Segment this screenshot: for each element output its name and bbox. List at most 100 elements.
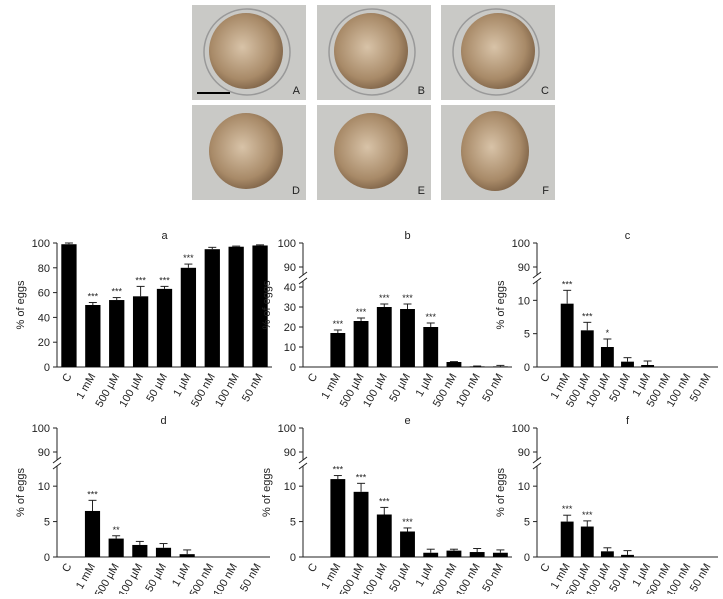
x-tick-label: 100 nM bbox=[211, 562, 240, 595]
significance: *** bbox=[333, 465, 344, 475]
significance: *** bbox=[183, 253, 194, 263]
x-tick-label: 50 µM bbox=[144, 372, 170, 405]
y-axis-label: % of eggs bbox=[15, 280, 27, 329]
x-tick-label: 1 mM bbox=[319, 372, 343, 402]
bar bbox=[600, 347, 614, 367]
x-tick-label: 100 µM bbox=[361, 562, 390, 595]
axis-break bbox=[298, 277, 308, 285]
bar bbox=[228, 246, 244, 367]
x-tick-label: 500 µM bbox=[338, 562, 367, 595]
x-tick-label: 1 mM bbox=[74, 562, 98, 592]
y-tick-label: 5 bbox=[524, 517, 530, 529]
bar bbox=[621, 361, 634, 367]
y-tick-label: 100 bbox=[278, 238, 296, 250]
y-tick-label: 0 bbox=[524, 552, 530, 564]
y-tick-label: 0 bbox=[290, 552, 296, 564]
bar bbox=[156, 288, 173, 367]
y-tick-label: 0 bbox=[44, 552, 50, 564]
significance: ** bbox=[113, 525, 121, 535]
y-tick-label: 100 bbox=[32, 238, 50, 250]
y-tick-label: 10 bbox=[284, 342, 296, 354]
x-tick-label: 1 mM bbox=[74, 372, 98, 402]
photo-label: A bbox=[293, 85, 301, 97]
significance: *** bbox=[333, 319, 344, 329]
bar bbox=[560, 521, 574, 557]
bar bbox=[61, 244, 77, 367]
significance: *** bbox=[379, 496, 390, 506]
bar bbox=[469, 552, 485, 557]
photo-label: B bbox=[418, 85, 425, 97]
bar bbox=[400, 309, 415, 367]
bar bbox=[180, 267, 197, 367]
x-tick-label: 1 mM bbox=[319, 562, 343, 592]
photo-label: F bbox=[542, 185, 549, 197]
y-tick-label: 0 bbox=[524, 362, 530, 374]
bar bbox=[252, 245, 268, 367]
axis-break bbox=[532, 462, 542, 470]
y-tick-label: 10 bbox=[284, 481, 296, 493]
y-axis-label: % of eggs bbox=[261, 280, 273, 329]
significance: *** bbox=[582, 311, 593, 321]
significance: * bbox=[606, 328, 610, 338]
y-tick-label: 90 bbox=[284, 447, 296, 459]
x-tick-label: 500 µM bbox=[93, 562, 122, 595]
bar bbox=[204, 249, 220, 367]
bar bbox=[376, 307, 392, 367]
photo-label: D bbox=[292, 185, 300, 197]
x-tick-label: 1 µM bbox=[414, 372, 437, 399]
axis-break bbox=[298, 462, 308, 470]
y-tick-label: 0 bbox=[290, 362, 296, 374]
egg bbox=[209, 113, 283, 189]
bar bbox=[376, 514, 392, 557]
bar bbox=[446, 550, 462, 557]
bar bbox=[641, 365, 655, 367]
y-tick-label: 5 bbox=[44, 517, 50, 529]
bar bbox=[492, 552, 508, 557]
y-tick-label: 100 bbox=[278, 423, 296, 435]
x-tick-label: 50 nM bbox=[480, 562, 506, 594]
axis-break bbox=[52, 462, 62, 470]
egg bbox=[209, 13, 283, 89]
significance: *** bbox=[402, 517, 413, 527]
y-tick-label: 10 bbox=[518, 295, 530, 307]
y-tick-label: 5 bbox=[290, 517, 296, 529]
chart-title: c bbox=[625, 230, 631, 242]
bar bbox=[330, 333, 346, 367]
x-tick-label: 50 µM bbox=[387, 562, 413, 595]
significance: *** bbox=[562, 279, 573, 289]
y-tick-label: 100 bbox=[512, 423, 530, 435]
significance: *** bbox=[356, 307, 367, 317]
x-tick-label: 100 µM bbox=[117, 562, 146, 595]
bar bbox=[580, 526, 594, 557]
x-tick-label: 50 nM bbox=[688, 562, 714, 594]
bar bbox=[400, 531, 415, 557]
significance: *** bbox=[111, 287, 122, 297]
significance: *** bbox=[88, 292, 99, 302]
chart-title: d bbox=[160, 415, 166, 427]
x-tick-label: 500 nM bbox=[431, 562, 460, 595]
chart-title: a bbox=[161, 230, 168, 242]
axis-break bbox=[52, 456, 62, 464]
bar bbox=[84, 510, 101, 557]
chart-title: e bbox=[404, 415, 410, 427]
x-tick-label: 50 nM bbox=[480, 372, 506, 404]
significance: *** bbox=[87, 489, 98, 499]
bar bbox=[600, 551, 614, 557]
bar bbox=[353, 321, 369, 367]
bar bbox=[179, 554, 195, 557]
y-axis-label: % of eggs bbox=[495, 468, 507, 517]
chart-title: f bbox=[626, 415, 630, 427]
y-tick-label: 90 bbox=[284, 262, 296, 274]
y-tick-label: 20 bbox=[38, 337, 50, 349]
bar bbox=[108, 538, 124, 557]
egg-membrane bbox=[328, 8, 416, 96]
significance: *** bbox=[159, 275, 170, 285]
x-tick-label: C bbox=[60, 561, 74, 574]
axis-break bbox=[532, 271, 542, 279]
x-tick-label: C bbox=[306, 561, 320, 574]
bar bbox=[446, 362, 462, 367]
x-tick-label: C bbox=[538, 371, 552, 384]
bar bbox=[155, 547, 172, 557]
x-tick-label: 100 nM bbox=[213, 372, 242, 410]
